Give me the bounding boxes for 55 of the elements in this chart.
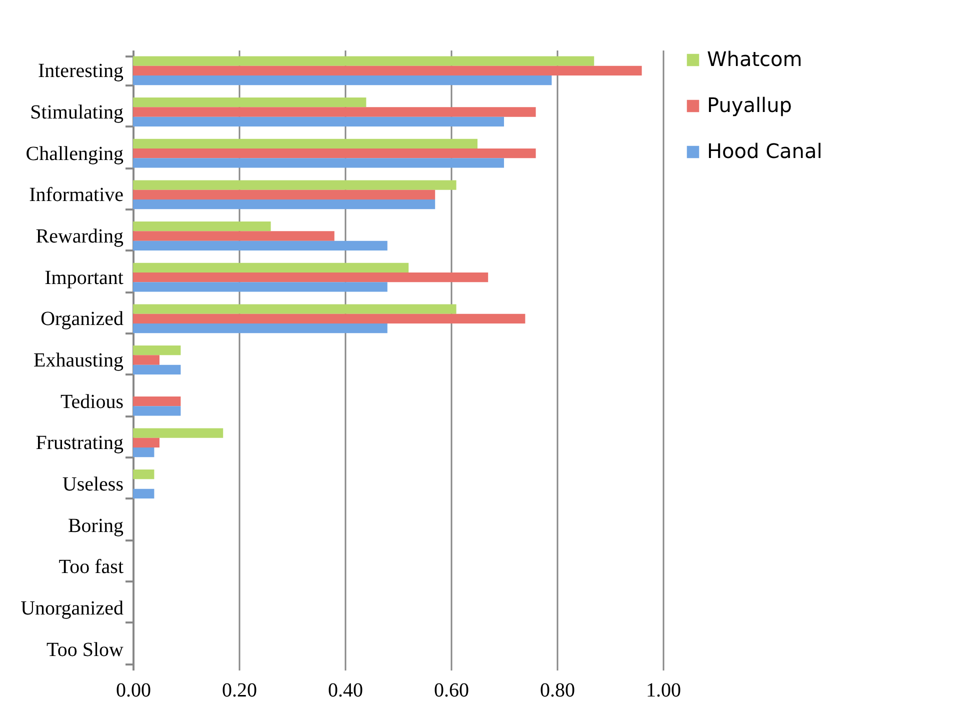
y-tick-label: Unorganized: [20, 598, 124, 620]
x-tick-label: 1.00: [646, 680, 681, 702]
x-tick-label: 0.20: [222, 680, 257, 702]
bar: [133, 190, 436, 200]
bar: [133, 346, 181, 356]
y-tick-label: Organized: [40, 308, 124, 330]
legend-label: Puyallup: [707, 93, 792, 117]
bar: [133, 262, 409, 273]
y-tick-label: Rewarding: [36, 226, 124, 248]
legend-label: Whatcom: [707, 47, 802, 71]
bar: [133, 406, 181, 416]
bar: [133, 355, 160, 365]
bar: [133, 75, 552, 86]
bar: [133, 148, 536, 158]
y-tick-label: Important: [44, 266, 124, 289]
bar: [133, 180, 456, 190]
x-tick-label: 0.80: [540, 680, 575, 702]
bar: [133, 304, 456, 314]
bar: [133, 107, 536, 117]
x-tick-label: 0.60: [434, 680, 469, 702]
bar: [133, 231, 334, 241]
bar: [133, 323, 388, 334]
bar: [133, 364, 181, 374]
bar: [133, 66, 642, 76]
y-tick-label: Frustrating: [36, 432, 124, 454]
y-tick-label: Too Slow: [46, 638, 124, 661]
y-tick-label: Useless: [62, 474, 124, 496]
bar: [133, 56, 594, 66]
y-tick-label: Tedious: [60, 390, 124, 413]
bar: [133, 314, 526, 324]
bar: [133, 240, 388, 250]
bar: [133, 138, 478, 149]
bar: [133, 396, 181, 406]
bar: [133, 438, 160, 448]
bar: [133, 222, 271, 232]
bar: [133, 447, 154, 458]
legend-label: Hood Canal: [707, 139, 822, 163]
y-tick-label: Too fast: [58, 556, 124, 578]
y-tick-label: Challenging: [26, 142, 124, 165]
y-tick-label: Interesting: [38, 60, 124, 82]
x-tick-label: 0.40: [328, 680, 363, 702]
bar: [133, 428, 224, 438]
bar: [133, 158, 504, 168]
x-tick-label: 0.00: [116, 680, 151, 702]
y-tick-label: Exhausting: [34, 350, 124, 372]
bar: [133, 272, 488, 282]
bar: [133, 470, 154, 480]
y-tick-label: Boring: [68, 514, 124, 537]
bar: [133, 116, 504, 126]
y-tick-label: Informative: [29, 184, 124, 206]
bar: [133, 282, 388, 292]
y-tick-label: Stimulating: [30, 102, 124, 124]
bar: [133, 488, 154, 498]
bar: [133, 98, 366, 108]
bar: [133, 199, 436, 210]
